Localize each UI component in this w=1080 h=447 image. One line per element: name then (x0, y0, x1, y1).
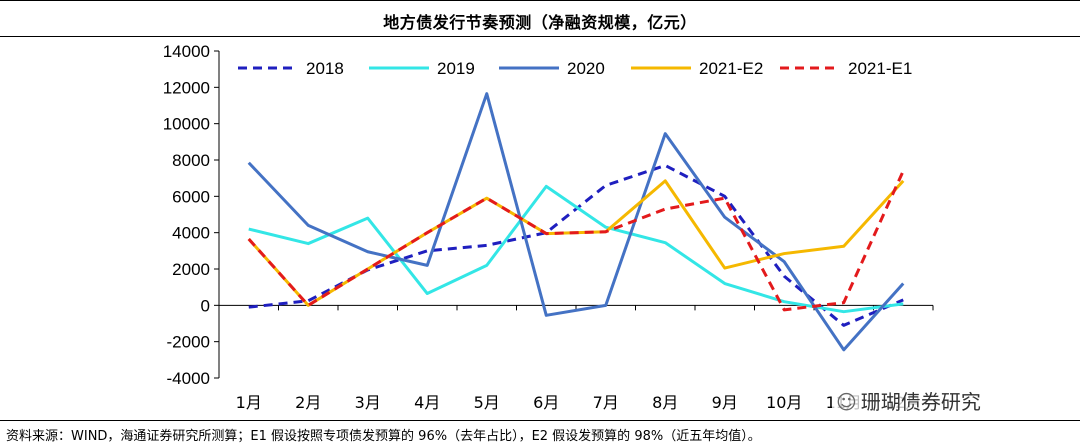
y-tick-label: 2000 (172, 260, 210, 279)
y-tick-label: 14000 (163, 42, 210, 61)
series-line-2020 (247, 92, 905, 352)
x-tick-label: 4月 (414, 393, 440, 412)
series-line-2019 (248, 184, 904, 314)
wechat-icon: ☺ (836, 390, 857, 414)
divider (0, 420, 1080, 421)
source-note: 资料来源：WIND，海通证券研究所测算；E1 假设按照专项债发预算的 96%（去… (6, 429, 761, 444)
watermark-text: 珊瑚债券研究 (860, 390, 981, 414)
y-tick-label: 0 (201, 296, 210, 315)
x-tick-label: 5月 (474, 393, 500, 412)
legend-label: 2020 (567, 59, 605, 78)
watermark: ☺ 珊瑚债券研究 (832, 386, 985, 415)
y-tick-label: 4000 (172, 224, 210, 243)
x-tick-label: 10月 (766, 393, 802, 412)
x-tick-label: 2月 (295, 393, 321, 412)
x-tick-label: 9月 (712, 393, 738, 412)
legend-label: 2021-E2 (699, 59, 763, 78)
x-tick-label: 7月 (593, 393, 619, 412)
legend-label: 2019 (437, 59, 475, 78)
x-tick-label: 8月 (652, 393, 678, 412)
title-bar: 地方债发行节奏预测（净融资规模，亿元） (0, 0, 1080, 37)
y-tick-label: -4000 (167, 369, 210, 388)
y-tick-label: 6000 (172, 187, 210, 206)
chart-title: 地方债发行节奏预测（净融资规模，亿元） (383, 13, 697, 32)
series-line-2018 (248, 163, 904, 327)
y-tick-label: 10000 (163, 115, 210, 134)
y-tick-label: 12000 (163, 78, 210, 97)
y-tick-label: 8000 (172, 151, 210, 170)
legend-label: 2021-E1 (848, 59, 912, 78)
x-tick-label: 1月 (236, 393, 262, 412)
legend-label: 2018 (306, 59, 344, 78)
x-tick-label: 3月 (355, 393, 381, 412)
y-tick-label: -2000 (167, 333, 210, 352)
series-line-2021-E1 (247, 170, 905, 312)
x-tick-label: 6月 (533, 393, 559, 412)
line-chart: -4000 -2000 0 2000 4000 6000 8000 10000 12000 140… (163, 42, 934, 412)
